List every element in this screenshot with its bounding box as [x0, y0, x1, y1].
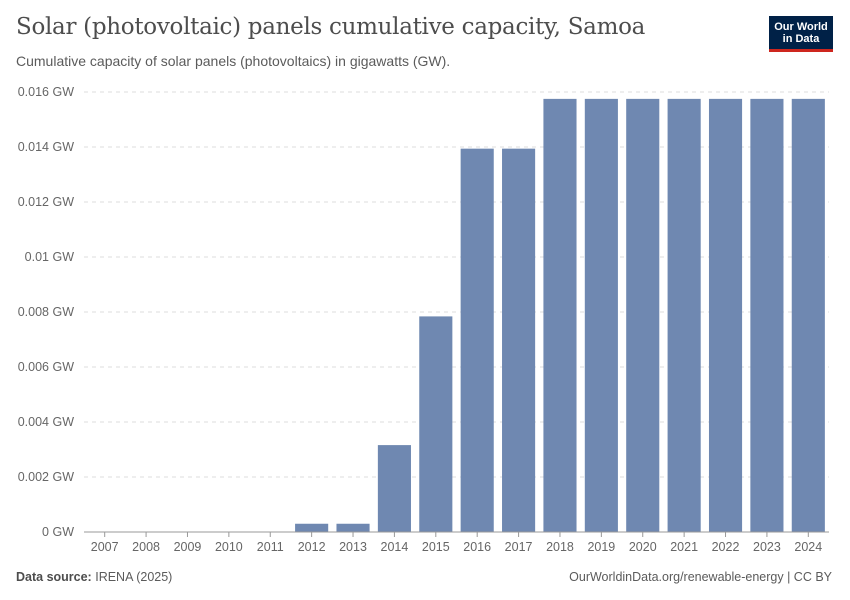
footer-link[interactable]: OurWorldinData.org/renewable-energy | CC…: [569, 570, 832, 584]
x-axis-ticks: 2007 2008 2009 2010 2011 2012 2013 2014 2015 2016…: [91, 532, 822, 554]
chart-subtitle: Cumulative capacity of solar panels (pho…: [16, 53, 451, 69]
x-tick-label: 2014: [381, 540, 409, 554]
x-tick-label: 2020: [629, 540, 657, 554]
bar-2019[interactable]: [584, 98, 618, 532]
x-tick-label: 2016: [463, 540, 491, 554]
bar-2022[interactable]: [708, 98, 743, 532]
y-tick-label: 0.012 GW: [18, 195, 74, 209]
x-tick-label: 2008: [132, 540, 160, 554]
bar-2014[interactable]: [377, 445, 411, 532]
x-tick-label: 2017: [505, 540, 533, 554]
x-tick-label: 2024: [794, 540, 822, 554]
logo-line-2: in Data: [782, 33, 820, 45]
x-tick-label: 2022: [712, 540, 740, 554]
x-tick-label: 2011: [257, 540, 284, 554]
y-tick-label: 0.016 GW: [18, 85, 74, 99]
bars: [295, 98, 825, 532]
x-tick-label: 2015: [422, 540, 450, 554]
chart-title: Solar (photovoltaic) panels cumulative c…: [16, 14, 646, 40]
x-tick-label: 2018: [546, 540, 574, 554]
logo-line-1: Our World: [774, 21, 828, 33]
bar-2013[interactable]: [336, 523, 370, 532]
y-tick-label: 0.01 GW: [25, 250, 75, 264]
bar-2017[interactable]: [502, 148, 536, 532]
bar-2024[interactable]: [791, 98, 825, 532]
bar-2016[interactable]: [460, 148, 494, 532]
data-source-label: Data source:: [16, 570, 92, 584]
bar-2020[interactable]: [626, 98, 660, 532]
bar-2023[interactable]: [750, 98, 784, 532]
y-tick-label: 0.002 GW: [18, 470, 74, 484]
data-source: Data source: IRENA (2025): [16, 570, 172, 584]
bar-2018[interactable]: [543, 98, 577, 532]
x-tick-label: 2010: [215, 540, 243, 554]
y-tick-label: 0 GW: [42, 525, 74, 539]
y-axis-ticks: 0 GW 0.002 GW 0.004 GW 0.006 GW 0.008 GW 0.01…: [18, 85, 74, 539]
x-tick-label: 2019: [587, 540, 615, 554]
data-source-value: IRENA (2025): [95, 570, 173, 584]
y-tick-label: 0.008 GW: [18, 305, 74, 319]
bar-2021[interactable]: [667, 98, 701, 532]
x-tick-label: 2021: [670, 540, 698, 554]
y-tick-label: 0.004 GW: [18, 415, 74, 429]
x-tick-label: 2013: [339, 540, 367, 554]
bar-2015[interactable]: [419, 316, 453, 532]
x-tick-label: 2023: [753, 540, 781, 554]
bar-2012[interactable]: [295, 523, 329, 532]
x-tick-label: 2009: [174, 540, 202, 554]
x-tick-label: 2012: [298, 540, 326, 554]
x-tick-label: 2007: [91, 540, 119, 554]
owid-logo[interactable]: Our World in Data: [769, 16, 833, 52]
y-tick-label: 0.014 GW: [18, 140, 74, 154]
y-tick-label: 0.006 GW: [18, 360, 74, 374]
